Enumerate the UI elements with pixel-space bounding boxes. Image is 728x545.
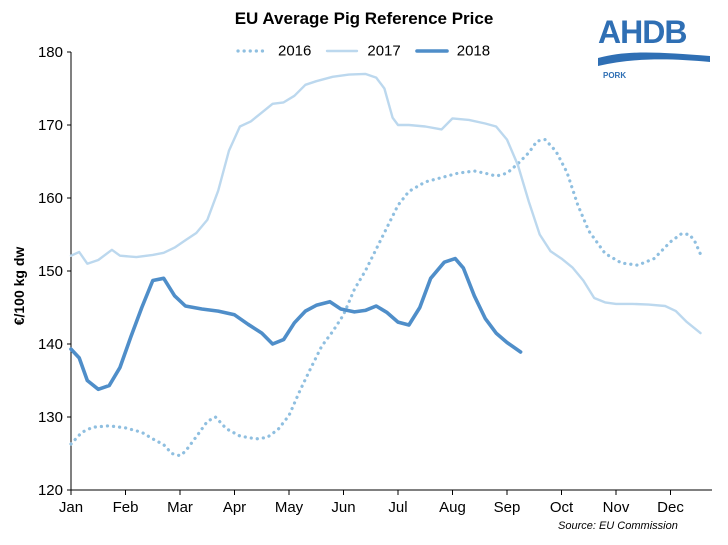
legend-swatch — [326, 50, 359, 53]
x-tick-label: Sep — [494, 499, 521, 516]
y-tick-label: 160 — [38, 190, 63, 207]
logo-wordmark: AHDB — [598, 14, 687, 50]
x-tick-label: Oct — [550, 499, 574, 516]
x-tick-label: Nov — [603, 499, 630, 516]
y-tick-label: 130 — [38, 409, 63, 426]
x-tick-label: Jul — [388, 499, 407, 516]
chart-axes: 120 130 140 150 160 170 180 Jan Feb Mar Apr May Jun J… — [38, 44, 712, 516]
y-tick-label: 140 — [38, 336, 63, 353]
legend-label: 2018 — [456, 42, 491, 60]
x-tick-label: Jan — [59, 499, 83, 516]
x-tick-label: May — [275, 499, 304, 516]
x-tick-label: Apr — [223, 499, 246, 516]
legend-item-2018: 2018 — [414, 42, 491, 60]
x-tick-label: Aug — [439, 499, 466, 516]
series-line-2016 — [69, 138, 703, 458]
y-tick-label: 120 — [38, 482, 63, 499]
logo-swoosh-icon — [598, 52, 710, 66]
y-tick-label: 170 — [38, 117, 63, 134]
x-tick-label: Mar — [167, 499, 193, 516]
y-axis-label: €/100 kg dw — [11, 246, 27, 326]
legend-label: 2016 — [278, 42, 312, 60]
legend-label: 2017 — [367, 42, 401, 60]
legend-item-2016: 2016 — [236, 42, 311, 60]
y-tick-label: 150 — [38, 263, 63, 280]
logo-subtitle: PORK — [603, 71, 627, 80]
x-tick-label: Feb — [113, 499, 139, 516]
chart-series-layer — [69, 72, 703, 458]
legend-swatch — [236, 49, 270, 53]
series-line-2017 — [69, 72, 702, 335]
legend-swatch — [414, 49, 449, 54]
chart-legend: 2016 2017 2018 — [236, 42, 504, 60]
series-line-2018 — [69, 256, 523, 392]
chart-title: EU Average Pig Reference Price — [234, 9, 494, 28]
legend-item-2017: 2017 — [325, 42, 401, 60]
x-tick-label: Jun — [331, 499, 355, 516]
source-note: Source: EU Commission — [558, 520, 678, 532]
y-tick-label: 180 — [38, 44, 63, 61]
ahdb-logo: AHDB PORK — [598, 14, 714, 86]
x-tick-label: Dec — [657, 499, 684, 516]
